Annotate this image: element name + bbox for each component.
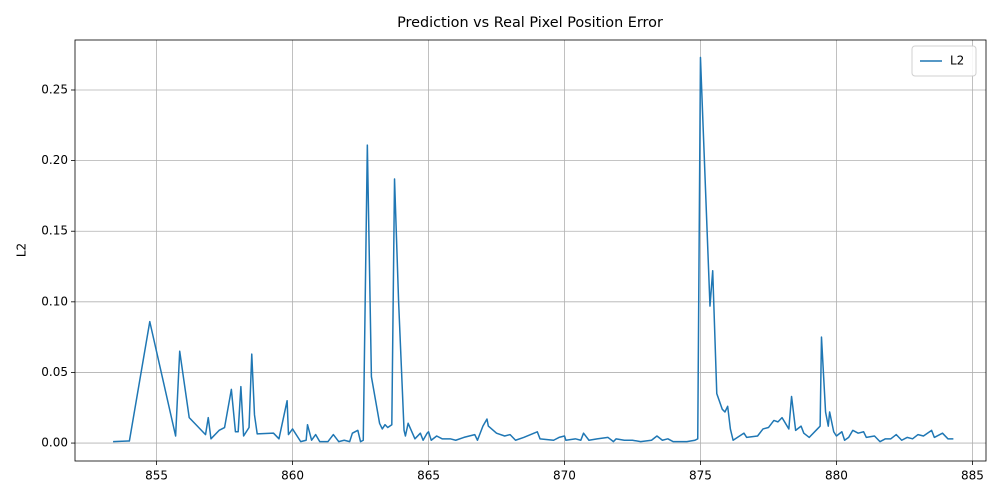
legend-label: L2 [950,54,964,68]
x-tick-label: 855 [145,469,168,483]
y-tick-label: 0.15 [41,224,68,238]
x-tick-label: 870 [553,469,576,483]
y-tick-label: 0.10 [41,294,68,308]
y-axis-label: L2 [15,243,29,257]
y-tick-label: 0.25 [41,82,68,96]
y-tick-label: 0.20 [41,153,68,167]
x-tick-label: 885 [961,469,984,483]
x-tick-label: 875 [689,469,712,483]
plot-frame [74,39,987,462]
y-tick-label: 0.05 [41,365,68,379]
legend-box [911,45,977,77]
x-tick-label: 860 [281,469,304,483]
y-tick-label: 0.00 [41,436,68,450]
legend: L2 [911,45,977,77]
chart-title: Prediction vs Real Pixel Position Error [397,15,663,31]
x-tick-label: 880 [825,469,848,483]
x-tick-label: 865 [417,469,440,483]
data-line [113,56,954,443]
